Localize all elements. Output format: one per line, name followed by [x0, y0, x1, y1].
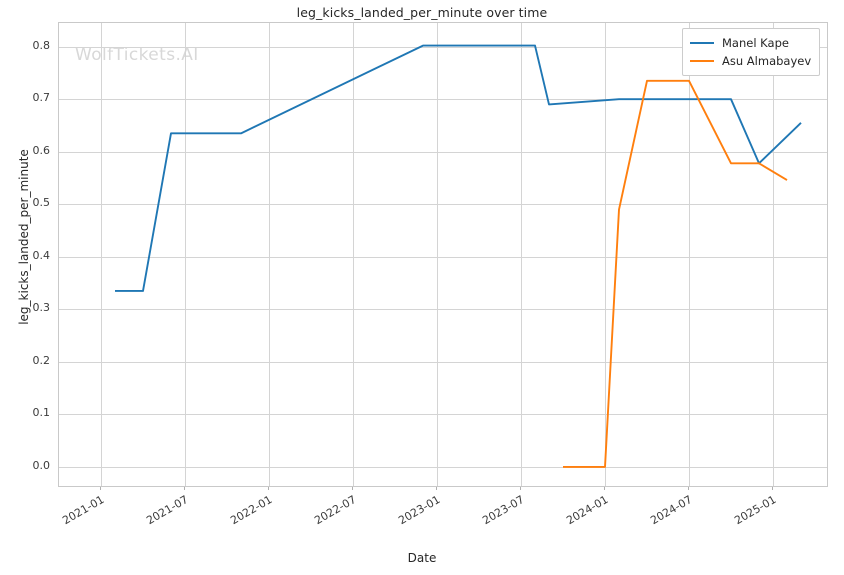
gridline-vertical	[605, 23, 606, 486]
gridline-vertical	[353, 23, 354, 486]
gridline-vertical	[773, 23, 774, 486]
plot-lines	[115, 44, 802, 468]
plot-area: WolfTickets.AI	[58, 22, 828, 487]
gridline-vertical	[521, 23, 522, 486]
legend-line-icon	[690, 60, 714, 62]
gridline-horizontal	[59, 256, 827, 258]
y-tick-label: 0.5	[32, 196, 51, 210]
y-tick-label: 0.2	[32, 353, 51, 367]
gridline-vertical	[269, 23, 270, 486]
gridline-vertical	[437, 23, 438, 486]
y-axis-label: leg_kicks_landed_per_minute	[17, 149, 31, 325]
x-tick-label: 2021-07	[144, 493, 191, 528]
gridline-vertical	[689, 23, 690, 486]
x-tick-mark	[184, 487, 185, 490]
gridline-horizontal	[59, 414, 827, 416]
x-tick-mark	[352, 487, 353, 490]
y-tick-label: 0.4	[32, 248, 51, 262]
gridline-horizontal	[59, 46, 827, 48]
x-tick-label: 2024-07	[648, 493, 695, 528]
series-line	[563, 79, 788, 468]
x-tick-label: 2022-01	[228, 493, 275, 528]
chart-title: leg_kicks_landed_per_minute over time	[296, 5, 548, 20]
x-axis-label: Date	[407, 551, 437, 565]
x-tick-mark	[604, 487, 605, 490]
gridline-horizontal	[59, 99, 827, 101]
y-tick-label: 0.3	[32, 301, 51, 315]
x-tick-label: 2023-01	[396, 493, 443, 528]
legend-label: Manel Kape	[722, 36, 789, 50]
x-tick-mark	[772, 487, 773, 490]
x-tick-label: 2021-01	[60, 493, 107, 528]
legend-item[interactable]: Manel Kape	[690, 34, 811, 52]
x-tick-label: 2025-01	[732, 493, 779, 528]
gridline-horizontal	[59, 204, 827, 206]
gridline-horizontal	[59, 361, 827, 363]
y-tick-label: 0.6	[32, 143, 51, 157]
chart-legend: Manel Kape Asu Almabayev	[682, 28, 821, 76]
gridline-horizontal	[59, 309, 827, 311]
legend-item[interactable]: Asu Almabayev	[690, 52, 811, 70]
gridline-vertical	[101, 23, 102, 486]
x-tick-label: 2022-07	[312, 493, 359, 528]
x-tick-label: 2024-01	[564, 493, 611, 528]
y-tick-label: 0.1	[32, 406, 51, 420]
y-tick-label: 0.0	[32, 458, 51, 472]
x-tick-mark	[268, 487, 269, 490]
x-tick-label: 2023-07	[480, 493, 527, 528]
gridline-horizontal	[59, 466, 827, 468]
y-tick-label: 0.7	[32, 91, 51, 105]
x-tick-mark	[436, 487, 437, 490]
x-tick-mark	[100, 487, 101, 490]
gridline-vertical	[185, 23, 186, 486]
legend-line-icon	[690, 42, 714, 44]
x-tick-mark	[520, 487, 521, 490]
x-tick-mark	[688, 487, 689, 490]
y-tick-label: 0.8	[32, 38, 51, 52]
series-line	[115, 44, 802, 292]
gridline-horizontal	[59, 151, 827, 153]
legend-label: Asu Almabayev	[722, 54, 812, 68]
